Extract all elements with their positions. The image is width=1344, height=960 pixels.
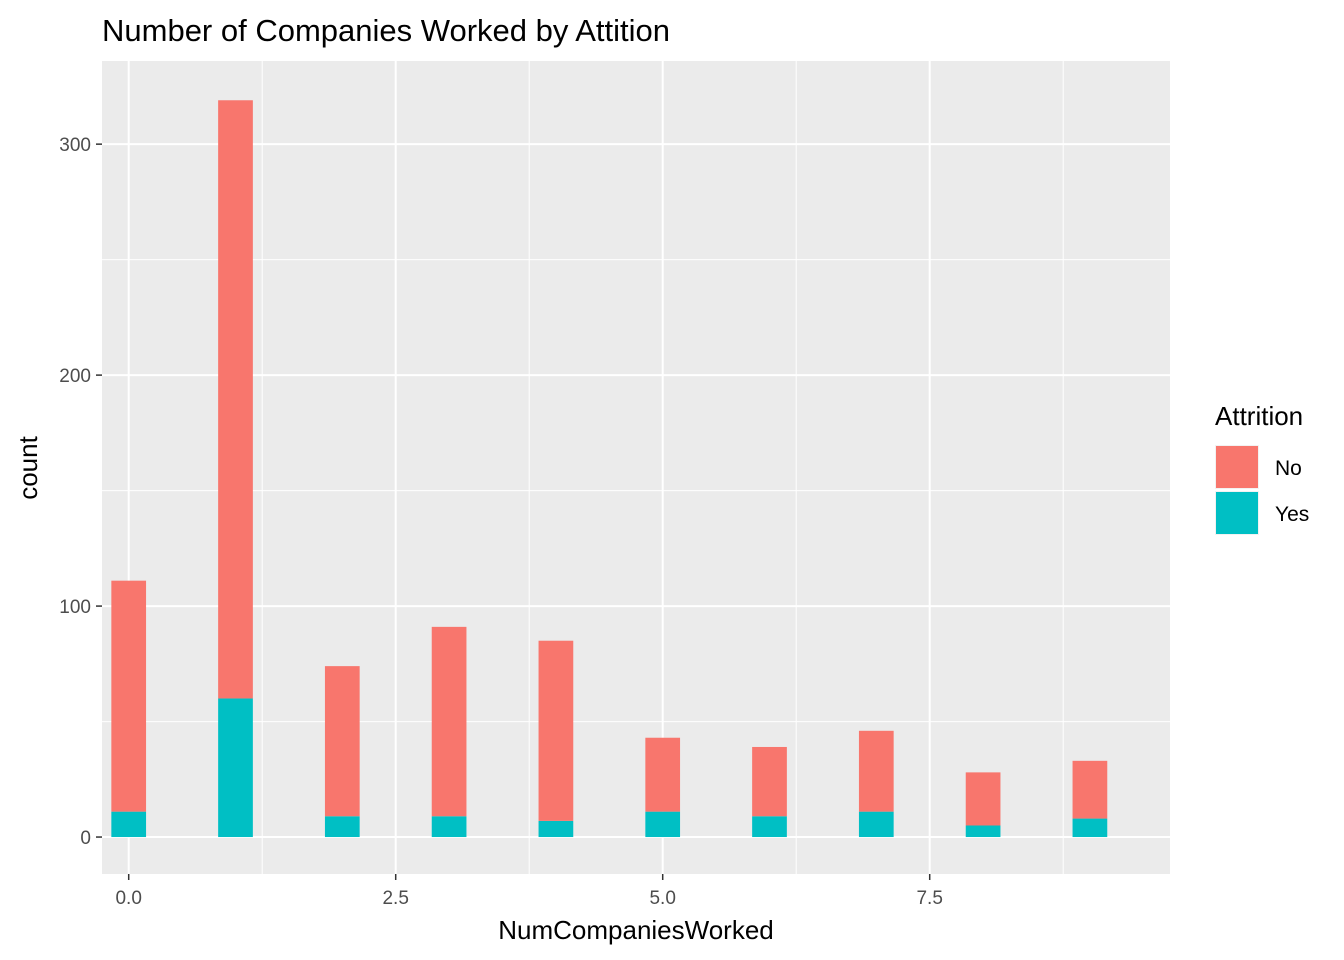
- legend-key-yes: [1216, 492, 1258, 534]
- bar-yes: [218, 698, 253, 838]
- x-tick-label: 7.5: [916, 888, 942, 909]
- legend-title: Attrition: [1215, 401, 1303, 431]
- bar-no: [1072, 760, 1108, 819]
- y-tick-label: 200: [59, 366, 91, 387]
- chart-title: Number of Companies Worked by Attition: [102, 13, 670, 48]
- y-axis-title: count: [13, 435, 43, 499]
- x-tick-label: 5.0: [649, 888, 675, 909]
- bar-yes: [538, 820, 574, 838]
- bar-no: [645, 737, 681, 812]
- bar-yes: [752, 816, 787, 838]
- bar-yes: [431, 816, 467, 838]
- legend-label-yes: Yes: [1275, 503, 1309, 526]
- bar-no: [965, 772, 1001, 826]
- y-tick-label: 300: [59, 135, 91, 156]
- bar-yes: [645, 811, 681, 838]
- x-tick-label: 0.0: [115, 888, 141, 909]
- minor-gridlines: [102, 61, 1170, 874]
- x-tick-label: 2.5: [382, 888, 408, 909]
- y-axis: 0 100 200 300: [59, 135, 102, 849]
- plot-panel: [102, 61, 1170, 874]
- bar-yes: [324, 816, 360, 838]
- bar-no: [538, 640, 574, 821]
- bar-no: [431, 626, 467, 817]
- bar-yes: [858, 811, 894, 838]
- bar-yes: [111, 811, 147, 838]
- x-axis: 0.0 2.5 5.0 7.5: [115, 874, 943, 909]
- bar-no: [752, 746, 787, 817]
- y-tick-label: 100: [59, 597, 91, 618]
- bar-no: [858, 730, 894, 812]
- x-axis-title: NumCompaniesWorked: [498, 915, 774, 945]
- y-tick-label: 0: [80, 828, 91, 849]
- legend-label-no: No: [1275, 457, 1302, 480]
- legend-key-no: [1216, 446, 1258, 488]
- legend: Attrition No Yes: [1215, 401, 1309, 535]
- bars: [111, 100, 1108, 838]
- bar-no: [218, 100, 253, 699]
- bar-yes: [1072, 818, 1108, 838]
- bar-yes: [965, 825, 1001, 838]
- bar-no: [111, 580, 147, 812]
- bar-no: [324, 666, 360, 817]
